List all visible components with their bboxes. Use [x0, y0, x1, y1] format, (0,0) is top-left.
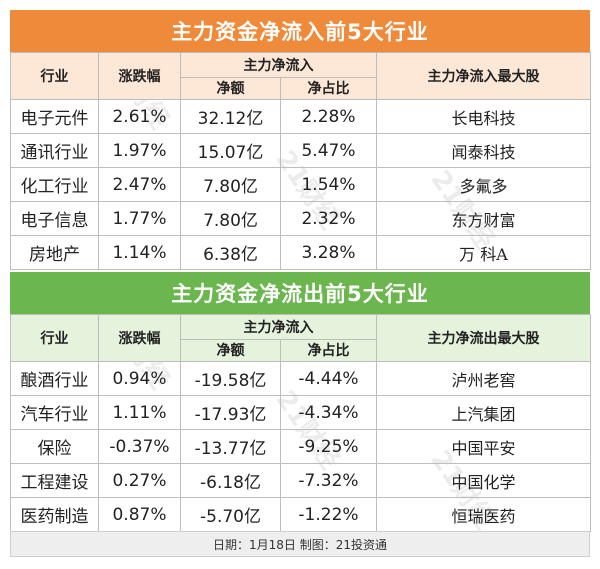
ratio-cell: -1.22% [280, 497, 377, 532]
sector-cell: 通讯行业 [10, 133, 99, 168]
table-row: 化工行业 2.47% 7.80亿 1.54% 多氟多 [10, 167, 591, 202]
header-ratio: 净占比 [280, 338, 377, 363]
footer-credit: 日期：1月18日 制图：21投资通 [10, 531, 590, 557]
table-row: 医药制造 0.87% -5.70亿 -1.22% 恒瑞医药 [10, 497, 591, 532]
sector-cell: 工程建设 [10, 463, 99, 498]
net-cell: -17.93亿 [180, 395, 281, 430]
ratio-cell: 1.54% [280, 167, 377, 202]
header-net: 净额 [180, 76, 281, 101]
sector-cell: 酿酒行业 [10, 361, 99, 396]
top-stock-cell: 泸州老窖 [376, 361, 591, 396]
outflow-title: 主力资金净流出前5大行业 [10, 272, 590, 314]
top-stock-cell: 恒瑞医药 [376, 497, 591, 532]
ratio-cell: 3.28% [280, 235, 377, 270]
header-group: 主力净流入 [180, 52, 377, 78]
top-stock-cell: 中国平安 [376, 429, 591, 464]
change-cell: 0.27% [98, 463, 181, 498]
table-row: 电子元件 2.61% 32.12亿 2.28% 长电科技 [10, 99, 591, 134]
net-cell: 32.12亿 [180, 99, 281, 134]
net-cell: 6.38亿 [180, 235, 281, 270]
change-cell: 2.47% [98, 167, 181, 202]
ratio-cell: 2.32% [280, 201, 377, 236]
table-row: 保险 -0.37% -13.77亿 -9.25% 中国平安 [10, 429, 591, 464]
top-stock-cell: 中国化学 [376, 463, 591, 498]
sector-cell: 电子元件 [10, 99, 99, 134]
header-net: 净额 [180, 338, 281, 363]
ratio-cell: -4.44% [280, 361, 377, 396]
top-stock-cell: 多氟多 [376, 167, 591, 202]
net-cell: -5.70亿 [180, 497, 281, 532]
ratio-cell: -9.25% [280, 429, 377, 464]
ratio-cell: 5.47% [280, 133, 377, 168]
top-stock-cell: 闻泰科技 [376, 133, 591, 168]
top-stock-cell: 万 科A [376, 235, 591, 270]
header-sector: 行业 [10, 314, 99, 362]
table-row: 汽车行业 1.11% -17.93亿 -4.34% 上汽集团 [10, 395, 591, 430]
net-cell: -6.18亿 [180, 463, 281, 498]
table-row: 电子信息 1.77% 7.80亿 2.32% 东方财富 [10, 201, 591, 236]
table-row: 工程建设 0.27% -6.18亿 -7.32% 中国化学 [10, 463, 591, 498]
change-cell: 1.77% [98, 201, 181, 236]
change-cell: 1.14% [98, 235, 181, 270]
sector-cell: 汽车行业 [10, 395, 99, 430]
change-cell: 2.61% [98, 99, 181, 134]
header-top-stock: 主力净流入最大股 [376, 52, 591, 100]
net-cell: -13.77亿 [180, 429, 281, 464]
table-row: 通讯行业 1.97% 15.07亿 5.47% 闻泰科技 [10, 133, 591, 168]
net-cell: 7.80亿 [180, 201, 281, 236]
top-stock-cell: 长电科技 [376, 99, 591, 134]
header-change: 涨跌幅 [98, 314, 181, 362]
ratio-cell: -7.32% [280, 463, 377, 498]
sector-cell: 电子信息 [10, 201, 99, 236]
header-ratio: 净占比 [280, 76, 377, 101]
header-change: 涨跌幅 [98, 52, 181, 100]
outflow-table: 行业 涨跌幅 主力净流入 主力净流出最大股 净额 净占比 酿酒行业 0.94% … [10, 314, 591, 532]
header-group: 主力净流入 [180, 314, 377, 340]
header-sector: 行业 [10, 52, 99, 100]
change-cell: 1.11% [98, 395, 181, 430]
ratio-cell: 2.28% [280, 99, 377, 134]
change-cell: 0.87% [98, 497, 181, 532]
table-row: 房地产 1.14% 6.38亿 3.28% 万 科A [10, 235, 591, 270]
net-cell: 15.07亿 [180, 133, 281, 168]
change-cell: 1.97% [98, 133, 181, 168]
inflow-title: 主力资金净流入前5大行业 [10, 10, 590, 52]
sector-cell: 保险 [10, 429, 99, 464]
sector-cell: 房地产 [10, 235, 99, 270]
sector-cell: 化工行业 [10, 167, 99, 202]
header-top-stock: 主力净流出最大股 [376, 314, 591, 362]
net-cell: -19.58亿 [180, 361, 281, 396]
inflow-table: 行业 涨跌幅 主力净流入 主力净流入最大股 净额 净占比 电子元件 2.61% … [10, 52, 591, 270]
ratio-cell: -4.34% [280, 395, 377, 430]
top-stock-cell: 东方财富 [376, 201, 591, 236]
change-cell: -0.37% [98, 429, 181, 464]
change-cell: 0.94% [98, 361, 181, 396]
net-cell: 7.80亿 [180, 167, 281, 202]
table-row: 酿酒行业 0.94% -19.58亿 -4.44% 泸州老窖 [10, 361, 591, 396]
sector-cell: 医药制造 [10, 497, 99, 532]
top-stock-cell: 上汽集团 [376, 395, 591, 430]
